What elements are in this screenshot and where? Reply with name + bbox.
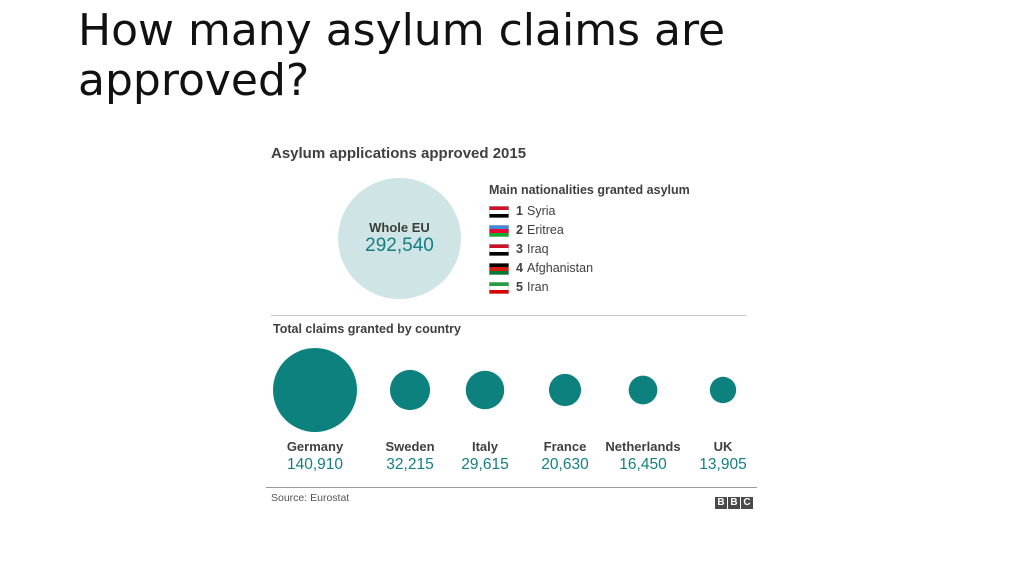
country-bubble [628, 375, 658, 405]
whole-eu-value: 292,540 [365, 235, 434, 256]
iran-flag-icon [489, 282, 509, 294]
nationality-name: Syria [527, 204, 556, 218]
country-bubble [273, 348, 357, 432]
country-value: 140,910 [286, 456, 344, 473]
slide-title: How many asylum claims are approved? [78, 5, 726, 106]
country-value: 32,215 [386, 456, 434, 473]
nationality-rank: 5 [516, 280, 523, 294]
bbc-logo-letter: B [715, 497, 727, 509]
graphic-title: Asylum applications approved 2015 [271, 145, 527, 162]
eritrea-flag-icon [489, 225, 509, 237]
countries-title: Total claims granted by country [273, 322, 462, 336]
country-name: UK [713, 439, 733, 454]
country-value: 20,630 [541, 456, 589, 473]
country-value: 29,615 [461, 456, 509, 473]
country-name: Italy [471, 439, 498, 454]
country-name: Germany [286, 439, 344, 454]
country-bubble [709, 376, 737, 404]
afghanistan-flag-icon [489, 263, 509, 275]
nationality-rank: 3 [516, 242, 523, 256]
whole-eu-bubble [338, 178, 461, 299]
country-name: Sweden [385, 439, 435, 454]
section-divider [271, 315, 746, 316]
country-bubble [389, 369, 431, 411]
syria-flag-icon [489, 206, 509, 218]
country-bubble-chart [273, 348, 737, 432]
nationality-name: Eritrea [527, 223, 564, 237]
country-bubble [465, 370, 505, 410]
nationality-rank: 4 [516, 261, 523, 275]
source-note: Source: Eurostat [271, 492, 350, 504]
bottom-rule [266, 487, 757, 488]
bbc-logo-letter: C [741, 497, 753, 509]
nationality-name: Iran [527, 280, 549, 294]
country-name: France [543, 439, 587, 454]
country-value: 16,450 [619, 456, 667, 473]
country-value: 13,905 [699, 456, 747, 473]
country-name: Netherlands [605, 439, 681, 454]
bbc-logo-letter: B [728, 497, 740, 509]
country-bubble [548, 373, 582, 407]
nationality-name: Iraq [527, 242, 549, 256]
nationalities-title: Main nationalities granted asylum [489, 183, 690, 197]
nationality-name: Afghanistan [527, 261, 594, 275]
iraq-flag-icon [489, 244, 509, 256]
nationality-rank: 2 [516, 223, 523, 237]
whole-eu-label: Whole EU [369, 220, 430, 235]
nationality-rank: 1 [516, 204, 523, 218]
